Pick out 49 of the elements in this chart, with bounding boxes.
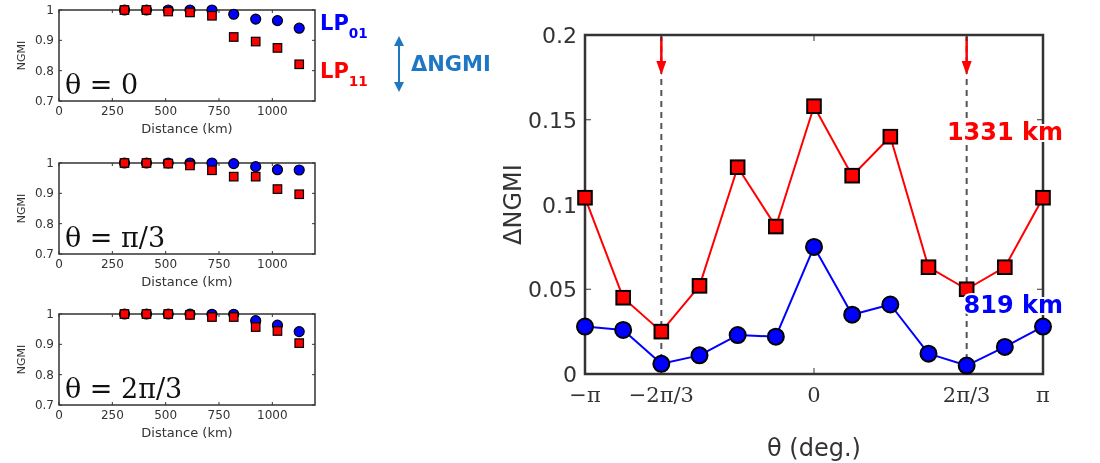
x-tick-label: 1000 xyxy=(257,408,288,422)
x-tick-label: 500 xyxy=(154,104,178,118)
annotation: θ = 0 xyxy=(65,69,139,100)
y-tick-label: 0.9 xyxy=(34,33,54,48)
y-tick-label: 0.8 xyxy=(34,216,54,231)
y-axis-title: NGMI xyxy=(15,344,28,375)
text: ΔNGMI xyxy=(411,52,491,76)
annotation: θ = π/3 xyxy=(65,222,166,253)
y-tick-label: 0.2 xyxy=(542,23,577,48)
y-tick-label: 0.7 xyxy=(34,398,54,412)
x-axis-title: Distance (km) xyxy=(141,121,233,136)
x-tick-label: 750 xyxy=(207,408,231,422)
annotation: θ = 2π/3 xyxy=(65,373,183,404)
x-tick-label: −2π/3 xyxy=(628,383,694,407)
y-tick-label: 0.8 xyxy=(34,367,54,382)
x-tick-label: 0 xyxy=(55,257,63,271)
x-tick-label: 500 xyxy=(154,408,178,422)
x-tick-label: 0 xyxy=(55,104,63,118)
y-tick-label: 0.1 xyxy=(542,192,577,218)
y-axis-title: NGMI xyxy=(15,40,28,71)
y-tick-label: 0.7 xyxy=(34,247,54,261)
y-tick-label: 0.15 xyxy=(528,107,577,133)
x-tick-label: 1000 xyxy=(257,257,288,271)
y-tick-label: 1 xyxy=(46,156,54,170)
y-tick-label: 1 xyxy=(46,3,54,17)
x-axis-title: θ (deg.) xyxy=(767,434,861,462)
y-axis-title: ΔNGMI xyxy=(499,164,527,245)
y-tick-label: 0.9 xyxy=(34,337,54,352)
x-tick-label: 750 xyxy=(207,257,231,271)
series-label: LP$_{01}$ xyxy=(320,11,368,42)
y-tick-label: 1 xyxy=(46,307,54,321)
x-tick-label: 750 xyxy=(207,104,231,118)
series-label: LP$_{11}$ xyxy=(320,59,368,90)
x-tick-label: 250 xyxy=(100,257,124,271)
x-axis-title: Distance (km) xyxy=(141,425,233,440)
x-tick-label: 2π/3 xyxy=(942,383,991,407)
y-tick-label: 0.9 xyxy=(34,186,54,201)
y-axis-title: NGMI xyxy=(15,193,28,224)
x-tick-label: 1000 xyxy=(257,104,288,118)
x-tick-label: 0 xyxy=(55,408,63,422)
x-tick-label: 250 xyxy=(100,104,124,118)
y-tick-label: 0.8 xyxy=(34,63,54,78)
x-tick-label: 250 xyxy=(100,408,124,422)
x-tick-label: 500 xyxy=(154,257,178,271)
x-tick-label: π xyxy=(1036,383,1051,407)
x-axis-title: Distance (km) xyxy=(141,274,233,289)
y-tick-label: 0.7 xyxy=(34,94,54,108)
y-tick-label: 0.05 xyxy=(528,277,577,303)
x-tick-label: 0 xyxy=(807,383,821,407)
